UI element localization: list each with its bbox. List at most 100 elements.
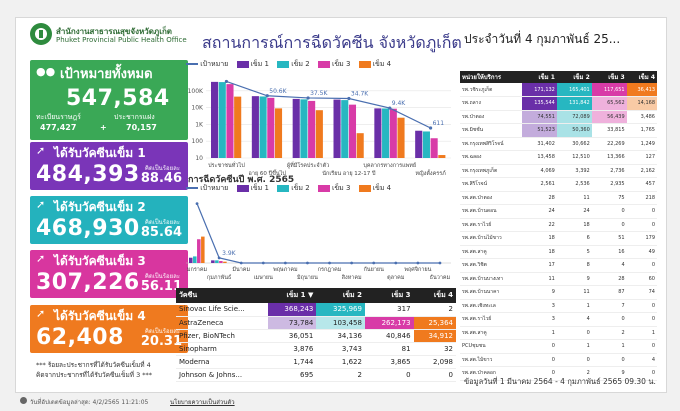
vaccine-name-cell: Sinopharm: [176, 342, 268, 356]
vaccine-table-header[interactable]: วัคซีน: [176, 288, 268, 303]
bar-ผู้ที่มีโรคประจำตัว-d2: [300, 99, 308, 158]
unit-name-cell: รพ.สต.บ้านไม้ขาว: [460, 231, 522, 246]
table-row[interactable]: รพ.สต.วิชิต 17 8 4 0: [460, 258, 657, 273]
table-row[interactable]: รพ.สต.บ้านบางเทา 11 9 28 60: [460, 272, 657, 286]
dose-count-cell: 457: [626, 177, 657, 192]
table-row[interactable]: รพ.มิชชั่น 51,523 50,360 33,815 1,765: [460, 123, 657, 138]
legend2-d4-label: เข็ม 4: [372, 184, 392, 192]
target-line: [196, 203, 440, 264]
unit-name-cell: รพ.กรุงเทพภูเก็ต: [460, 164, 522, 178]
table-row[interactable]: รพ.สต.บ้านไม้ขาว 18 6 51 179: [460, 231, 657, 246]
bar-กุมภาพันธ์-d1: [211, 260, 215, 263]
table-row[interactable]: รพ.สต.ราไวย์ 22 18 0 0: [460, 218, 657, 232]
dose-count-cell: 13,458: [522, 150, 557, 165]
dose-count-cell: 49: [626, 245, 657, 259]
unit-table-header[interactable]: เข็ม 4: [626, 71, 657, 83]
target-registry-value: 477,427: [40, 123, 77, 132]
vaccine-table-header[interactable]: เข็ม 4: [413, 288, 456, 303]
table-row[interactable]: รพ.สต.ป่าคลอก 0 2 9 0: [460, 366, 657, 381]
vaccine-name-cell: Pfizer, BioNTech: [176, 329, 268, 343]
dose-count-cell: 0: [626, 339, 657, 354]
dose-count-cell: 36,051: [267, 329, 317, 343]
annotation-label: 3.9K: [222, 250, 237, 257]
dose-count-cell: 1,622: [316, 355, 365, 369]
legend-target-swatch: [186, 63, 198, 65]
x-tick-label: ตุลาคม: [387, 275, 405, 281]
unit-table-header[interactable]: เข็ม 3: [591, 71, 627, 83]
legend-d1-swatch: [236, 60, 249, 68]
table-row[interactable]: รพ.สต.ราไวย์ 3 4 0 0: [460, 312, 657, 327]
legend2-d2-label: เข็ม 2: [291, 184, 310, 192]
legend2-d1-swatch: [236, 184, 249, 192]
unit-name-cell: รพ.สต.สาคู: [460, 326, 522, 340]
dose-count-cell: 4,069: [522, 164, 557, 178]
privacy-link[interactable]: นโยบายความเป็นส่วนตัว: [170, 399, 235, 406]
vaccine-table-header[interactable]: เข็ม 3: [364, 288, 414, 303]
dose-count-cell: 0: [626, 258, 657, 273]
table-row[interactable]: รพ.สิริโรจน์ 2,561 2,536 2,935 457: [460, 177, 657, 192]
dose-count-cell: 1: [556, 299, 592, 313]
unit-name-cell: รพ.สต.ไม้ขาว: [460, 353, 522, 367]
unit-name-cell: รพ.กรุงเทพสิริโรจน์: [460, 137, 522, 151]
dose3-value: 307,226: [36, 270, 140, 295]
table-row[interactable]: รพ.ฉลอง 13,458 12,510 13,366 127: [460, 150, 657, 165]
table-row[interactable]: รพ.วชิระภูเก็ต 171,132 165,401 117,651 36,41…: [460, 83, 657, 97]
table-row[interactable]: Pfizer, BioNTech 36,051 34,136 40,846 34,912: [176, 329, 456, 343]
vaccine-name-cell: Moderna: [176, 355, 268, 369]
dose-count-cell: 51,523: [522, 123, 557, 138]
table-row[interactable]: รพ.สต.สาคู 1 0 2 1: [460, 326, 657, 340]
dose-count-cell: 4: [626, 353, 657, 367]
dose-count-cell: 0: [626, 218, 657, 232]
unit-table-header[interactable]: หน่วยให้บริการ: [460, 71, 522, 83]
table-row[interactable]: Sinopharm 3,876 3,743 81 32: [176, 342, 456, 356]
unit-name-cell: รพ.สต.ป่าตอง: [460, 191, 522, 205]
dose-count-cell: 0: [591, 218, 627, 232]
vaccine-name-cell: AstraZeneca: [176, 316, 268, 330]
vaccine-table-header[interactable]: เข็ม 2: [316, 288, 365, 303]
target-point: [438, 261, 442, 265]
dose3-pct: 56.11: [140, 279, 182, 294]
unit-table-header[interactable]: เข็ม 2: [556, 71, 592, 83]
table-row[interactable]: รพ.ป่าตอง 74,551 72,089 56,439 3,486: [460, 110, 657, 124]
dose4-pct: 20.31: [140, 334, 182, 349]
target-point: [347, 96, 351, 101]
unit-table-header[interactable]: เข็ม 1: [522, 71, 557, 83]
table-row[interactable]: PCUชุมชน 0 1 1 0: [460, 339, 657, 354]
table-row[interactable]: Moderna 1,744 1,622 3,865 2,098: [176, 355, 456, 369]
unit-name-cell: รพ.สต.ราไวย์: [460, 312, 522, 327]
table-row[interactable]: Johnson & Johns... 695 2 0 0: [176, 368, 456, 382]
unit-name-cell: รพ.สต.วิชิต: [460, 258, 522, 273]
target-point: [217, 256, 221, 260]
bar-บุคลากรทางการแพทย์-d1: [374, 108, 382, 158]
dose4-card: ➚ ได้รับวัคซีนเข็ม 4 62,408 คิดเป็นร้อยล…: [30, 305, 188, 353]
target-point: [350, 261, 354, 265]
syringe-icon: ➚: [36, 307, 46, 320]
target-plus: +: [100, 123, 107, 132]
dose-count-cell: 0: [556, 326, 592, 340]
table-row[interactable]: รพ.สต.เชิงทะเล 3 1 7 0: [460, 299, 657, 313]
table-row[interactable]: รพ.กรุงเทพสิริโรจน์ 31,402 30,662 22,269 1,2…: [460, 137, 657, 151]
vaccine-table-header[interactable]: เข็ม 1 ▼: [267, 288, 317, 303]
target-data-label: 611: [433, 120, 445, 127]
dose-count-cell: 34,136: [316, 329, 365, 343]
dose-count-cell: 31,402: [522, 137, 557, 151]
table-row[interactable]: รพ.สต.บ้านดอน 24 24 0 0: [460, 204, 657, 219]
dose2-value: 468,930: [36, 216, 140, 241]
legend2-target-swatch: [186, 187, 198, 189]
table-row[interactable]: รพ.สต.บ้านนาคา 9 11 87 74: [460, 285, 657, 300]
dose-count-cell: 0: [591, 353, 627, 367]
dose-count-cell: 33,815: [591, 123, 627, 138]
unit-name-cell: รพ.ฉลอง: [460, 150, 522, 165]
table-row[interactable]: Sinovac Life Scie... 368,243 325,969 317 2: [176, 303, 456, 317]
table-row[interactable]: AstraZeneca 73,784 103,458 262,173 25,364: [176, 316, 456, 330]
bar-มกราคม-d4: [201, 236, 205, 263]
table-row[interactable]: รพ.ถลาง 135,544 131,842 65,562 14,168: [460, 96, 657, 111]
table-row[interactable]: รพ.สต.ป่าตอง 28 11 75 218: [460, 191, 657, 205]
info-icon[interactable]: [20, 397, 27, 404]
dose-count-cell: 30,662: [556, 137, 592, 151]
org-name-th: สำนักงานสาธารณสุขจังหวัดภูเก็ต: [56, 27, 172, 36]
table-row[interactable]: รพ.สต.สาคู 18 5 16 49: [460, 245, 657, 259]
table-row[interactable]: รพ.สต.ไม้ขาว 0 0 0 4: [460, 353, 657, 367]
table-row[interactable]: รพ.กรุงเทพภูเก็ต 4,069 3,392 2,736 2,162: [460, 164, 657, 178]
note-line-2: คิดจากประชากรที่ได้รับวัคซีนเข็มที่ 3 **…: [36, 371, 153, 379]
